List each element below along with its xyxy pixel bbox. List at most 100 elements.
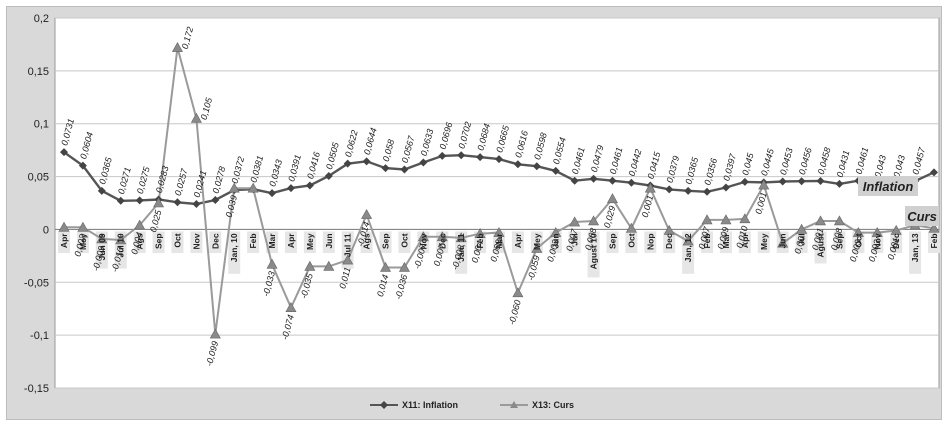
x-category-label: Mey [78, 233, 88, 250]
category-label-bg [814, 231, 827, 264]
x-category-label: Sep [381, 233, 391, 249]
curs-point [625, 222, 637, 233]
x-category-label: Feb [248, 233, 258, 248]
x-axis-categories: Apr Mey Jun 09 Jul 10 Ags Sep Oct Nov Dec Jan, 10… [59, 233, 939, 270]
x-category-label: Agust 10 [589, 233, 599, 269]
category-label-bg [322, 231, 335, 254]
curs-point [777, 237, 789, 248]
inflation-point [589, 174, 598, 183]
x-category-label: Oct [399, 233, 409, 247]
curs-point [190, 112, 202, 123]
x-category-label: Jul 10 [116, 233, 126, 257]
inflation-point [400, 165, 409, 174]
x-category-label: Nop [645, 233, 655, 250]
curs-point [323, 260, 335, 271]
x-category-label: Nov [418, 233, 428, 249]
inflation-point [608, 176, 617, 185]
y-tick-label: 0,15 [28, 66, 49, 78]
curs-point [796, 223, 808, 234]
inflation-point [268, 189, 277, 198]
curs-point [398, 261, 410, 272]
x-category-label: Ags [362, 233, 372, 249]
inflation-point [835, 179, 844, 188]
gridlines [55, 17, 939, 389]
inflation-point [930, 168, 938, 177]
category-label-bg [247, 231, 260, 254]
x-category-label: Apr [513, 233, 523, 248]
x-category-label: Jul 11 [343, 233, 353, 257]
curs-point [569, 216, 581, 227]
curs-point [890, 224, 902, 235]
inflation-point [324, 172, 333, 181]
x-category-label: Oct [853, 233, 863, 247]
curs-point [436, 231, 448, 242]
curs-point [455, 232, 467, 243]
y-tick-label: 0,1 [34, 119, 49, 131]
curs-point [493, 226, 505, 237]
inflation-annotation-bg [858, 176, 918, 196]
inflation-point [135, 196, 144, 205]
inflation-point [78, 161, 87, 170]
x-category-label: Sep [834, 233, 844, 249]
curs-point [380, 261, 392, 272]
category-label-bg [379, 231, 392, 254]
y-tick-label: 0,2 [34, 13, 49, 25]
y-tick-label: -0,1 [30, 330, 49, 342]
curs-point [417, 231, 429, 242]
x-category-label: Jun [778, 233, 788, 248]
x-category-label: Mey [532, 233, 542, 250]
category-label-bg [757, 231, 770, 254]
curs-point [833, 215, 845, 226]
curs-point [550, 226, 562, 237]
inflation-point [305, 181, 314, 190]
x-category-label: Jun [324, 233, 334, 248]
curs-point [342, 254, 354, 265]
category-label-bg [625, 231, 638, 254]
inflation-point [570, 176, 579, 185]
x-category-label: Feb [702, 233, 712, 248]
x-category-label: Sep [607, 233, 617, 249]
x-category-label: Jul [570, 233, 580, 245]
category-label-bg [209, 231, 222, 254]
inflation-point [381, 164, 390, 173]
curs-point [512, 287, 524, 298]
inflation-point [476, 153, 485, 162]
curs-point [606, 193, 618, 204]
legend-marker-curs [510, 401, 518, 408]
inflation-point [286, 184, 295, 193]
x-category-label: Mey [759, 233, 769, 250]
x-category-label: Apr [59, 233, 69, 248]
category-label-bg [228, 231, 241, 274]
inflation-point [532, 162, 541, 171]
x-category-label: Dec [891, 233, 901, 249]
x-category-label: Sep [154, 233, 164, 249]
category-label-bg [152, 231, 165, 254]
category-label-bg [171, 231, 184, 254]
inflation-point [495, 155, 503, 164]
curs-point [209, 328, 221, 339]
curs-annotation: Curs [907, 209, 937, 224]
x-category-label: Mar [721, 233, 731, 249]
x-category-label: Mar [494, 233, 504, 249]
y-tick-label: -0,05 [24, 277, 49, 289]
curs-point [285, 302, 297, 312]
x-category-label: Feb [475, 233, 485, 248]
curs-point [682, 235, 694, 246]
y-tick-label: 0 [43, 224, 49, 236]
curs-point [928, 222, 940, 233]
inflation-point [627, 178, 636, 187]
category-label-bg [266, 231, 279, 254]
x-category-label: Nov [872, 233, 882, 249]
x-category-label: Oct [626, 233, 636, 247]
category-label-bg [795, 231, 808, 254]
x-category-label: Ags [135, 233, 145, 249]
curs-point [228, 182, 240, 193]
category-label-bg [568, 231, 581, 254]
x-category-label: Agust [816, 233, 826, 257]
x-category-label: Apr [740, 233, 750, 248]
curs-point [171, 41, 183, 52]
category-label-bg [511, 231, 524, 254]
category-label-bg [663, 231, 676, 254]
inflation-point [343, 159, 352, 168]
curs-annotation-bg [905, 206, 939, 226]
